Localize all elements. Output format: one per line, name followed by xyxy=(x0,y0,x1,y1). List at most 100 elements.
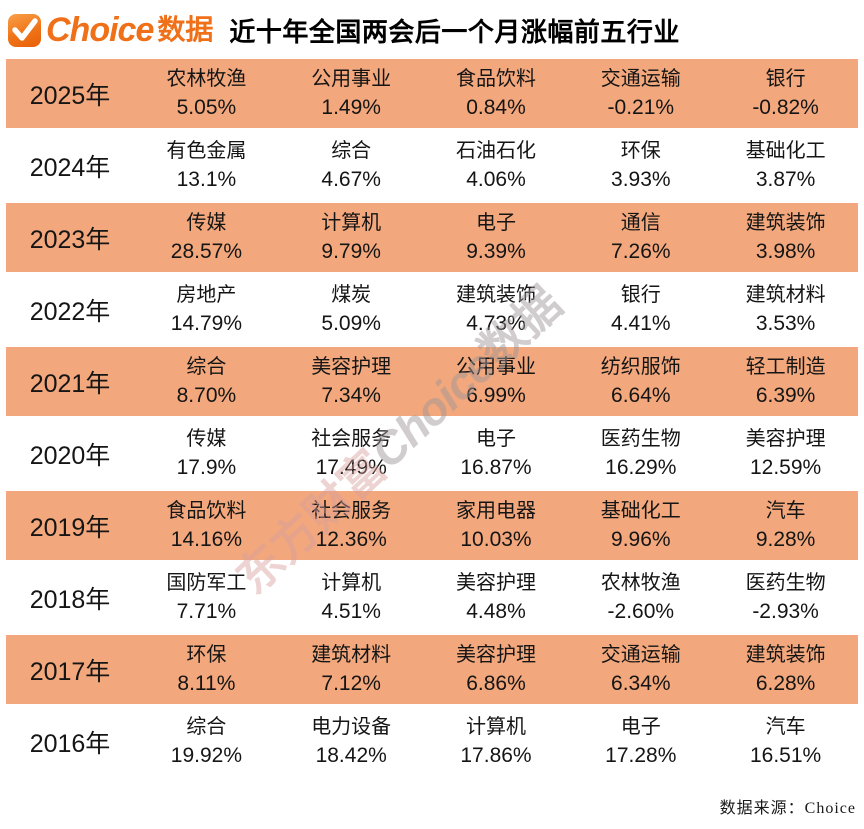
industry-name: 计算机 xyxy=(465,716,526,739)
industry-cell: 综合 19.92% xyxy=(134,707,279,776)
industry-value: 16.29% xyxy=(605,456,677,480)
industry-name: 综合 xyxy=(331,140,372,163)
industry-value: 17.86% xyxy=(460,744,532,768)
industry-cell: 家用电器 10.03% xyxy=(423,491,569,560)
industry-cell: 建筑装饰 4.73% xyxy=(423,275,569,344)
industry-value: 9.39% xyxy=(466,240,526,264)
industry-value: 0.84% xyxy=(466,96,526,120)
year-cell: 2022年 xyxy=(6,275,134,344)
table-row-2024: 2024年 有色金属 13.1% 综合 4.67% 石油石化 4.06% 环保 3.93% 基础化… xyxy=(6,131,858,200)
industry-cell: 传媒 17.9% xyxy=(134,419,279,488)
infographic-page: Choice 数据 近十年全国两会后一个月涨幅前五行业 2025年 农林牧渔 5.0… xyxy=(6,13,858,817)
industry-cell: 农林牧渔 -2.60% xyxy=(568,563,714,632)
industry-value: 10.03% xyxy=(460,528,532,552)
industry-name: 社会服务 xyxy=(311,428,392,451)
industry-name: 电子 xyxy=(475,428,516,451)
industry-cell: 社会服务 12.36% xyxy=(278,491,424,560)
table-row-2020: 2020年 传媒 17.9% 社会服务 17.49% 电子 16.87% 医药生物 16.29%… xyxy=(6,419,858,488)
industry-value: 8.70% xyxy=(176,384,237,408)
industry-name: 医药生物 xyxy=(600,428,681,451)
industry-cell: 基础化工 3.87% xyxy=(713,131,858,200)
industry-value: 14.79% xyxy=(170,312,243,336)
industry-name: 计算机 xyxy=(321,572,382,595)
industry-value: 7.26% xyxy=(611,240,671,264)
industry-value: 9.79% xyxy=(321,240,381,264)
industry-value: 3.93% xyxy=(611,168,671,192)
industry-cell: 石油石化 4.06% xyxy=(423,131,569,200)
industry-value: 9.96% xyxy=(611,528,671,552)
industry-value: 6.34% xyxy=(611,672,671,696)
year-cell: 2025年 xyxy=(6,59,134,128)
industry-value: 6.28% xyxy=(755,672,816,696)
industry-cell: 综合 4.67% xyxy=(278,131,424,200)
industry-cell: 建筑装饰 6.28% xyxy=(713,635,858,704)
industry-cell: 轻工制造 6.39% xyxy=(713,347,858,416)
industry-value: 12.59% xyxy=(749,456,822,480)
industry-cell: 计算机 4.51% xyxy=(278,563,424,632)
industry-cell: 美容护理 6.86% xyxy=(423,635,569,704)
industry-rank-table: 2025年 农林牧渔 5.05% 公用事业 1.49% 食品饮料 0.84% 交通运输 -0.2… xyxy=(6,56,858,779)
industry-name: 银行 xyxy=(765,68,806,91)
industry-cell: 食品饮料 0.84% xyxy=(423,59,569,128)
industry-cell: 公用事业 6.99% xyxy=(423,347,569,416)
industry-cell: 环保 3.93% xyxy=(568,131,714,200)
industry-value: -0.21% xyxy=(607,96,675,120)
industry-name: 家用电器 xyxy=(455,500,536,523)
industry-value: -2.60% xyxy=(607,600,675,624)
industry-value: 7.12% xyxy=(321,672,381,696)
industry-value: 5.05% xyxy=(176,96,237,120)
industry-name: 通信 xyxy=(620,212,661,235)
choice-logo: Choice 数据 xyxy=(8,13,213,47)
data-source-label: 数据来源：Choice xyxy=(719,800,856,817)
industry-value: 17.9% xyxy=(176,456,237,480)
industry-cell: 纺织服饰 6.64% xyxy=(568,347,714,416)
industry-cell: 汽车 9.28% xyxy=(713,491,858,560)
industry-value: 6.99% xyxy=(466,384,526,408)
industry-value: 6.64% xyxy=(611,384,671,408)
industry-value: 4.41% xyxy=(611,312,671,336)
industry-name: 建筑材料 xyxy=(745,284,826,307)
industry-value: 6.86% xyxy=(466,672,526,696)
industry-name: 基础化工 xyxy=(745,140,826,163)
industry-name: 农林牧渔 xyxy=(600,572,681,595)
industry-cell: 环保 8.11% xyxy=(134,635,279,704)
year-cell: 2016年 xyxy=(6,707,134,776)
industry-cell: 房地产 14.79% xyxy=(134,275,279,344)
industry-name: 有色金属 xyxy=(166,140,247,163)
table-body: 2025年 农林牧渔 5.05% 公用事业 1.49% 食品饮料 0.84% 交通运输 -0.2… xyxy=(6,59,858,776)
industry-name: 计算机 xyxy=(321,212,382,235)
table-row-2023: 2023年 传媒 28.57% 计算机 9.79% 电子 9.39% 通信 7.26% 建筑装饰 3… xyxy=(6,203,858,272)
industry-value: -2.93% xyxy=(752,600,819,624)
industry-name: 电子 xyxy=(475,212,516,235)
industry-name: 建筑装饰 xyxy=(455,284,536,307)
industry-name: 煤炭 xyxy=(331,284,372,307)
industry-value: 18.42% xyxy=(315,744,387,768)
logo-brand-text: Choice xyxy=(46,11,154,49)
industry-value: 14.16% xyxy=(170,528,243,552)
industry-name: 环保 xyxy=(186,644,227,667)
industry-name: 综合 xyxy=(186,356,227,379)
industry-cell: 基础化工 9.96% xyxy=(568,491,714,560)
industry-value: 17.49% xyxy=(315,456,387,480)
industry-value: 16.87% xyxy=(460,456,532,480)
industry-name: 建筑装饰 xyxy=(745,644,826,667)
industry-cell: 建筑材料 7.12% xyxy=(278,635,424,704)
industry-cell: 国防军工 7.71% xyxy=(134,563,279,632)
industry-cell: 美容护理 7.34% xyxy=(278,347,424,416)
industry-name: 电子 xyxy=(620,716,661,739)
industry-name: 公用事业 xyxy=(311,68,392,91)
table-row-2018: 2018年 国防军工 7.71% 计算机 4.51% 美容护理 4.48% 农林牧渔 -2.60… xyxy=(6,563,858,632)
industry-value: 12.36% xyxy=(315,528,387,552)
industry-name: 食品饮料 xyxy=(455,68,536,91)
industry-value: 4.48% xyxy=(466,600,526,624)
table-row-2022: 2022年 房地产 14.79% 煤炭 5.09% 建筑装饰 4.73% 银行 4.41% 建筑材… xyxy=(6,275,858,344)
industry-value: 5.09% xyxy=(321,312,381,336)
industry-name: 汽车 xyxy=(765,500,806,523)
industry-cell: 传媒 28.57% xyxy=(134,203,279,272)
industry-name: 轻工制造 xyxy=(745,356,826,379)
industry-name: 基础化工 xyxy=(600,500,681,523)
industry-cell: 电子 16.87% xyxy=(423,419,569,488)
industry-name: 建筑材料 xyxy=(311,644,392,667)
industry-cell: 美容护理 4.48% xyxy=(423,563,569,632)
industry-name: 美容护理 xyxy=(455,572,536,595)
